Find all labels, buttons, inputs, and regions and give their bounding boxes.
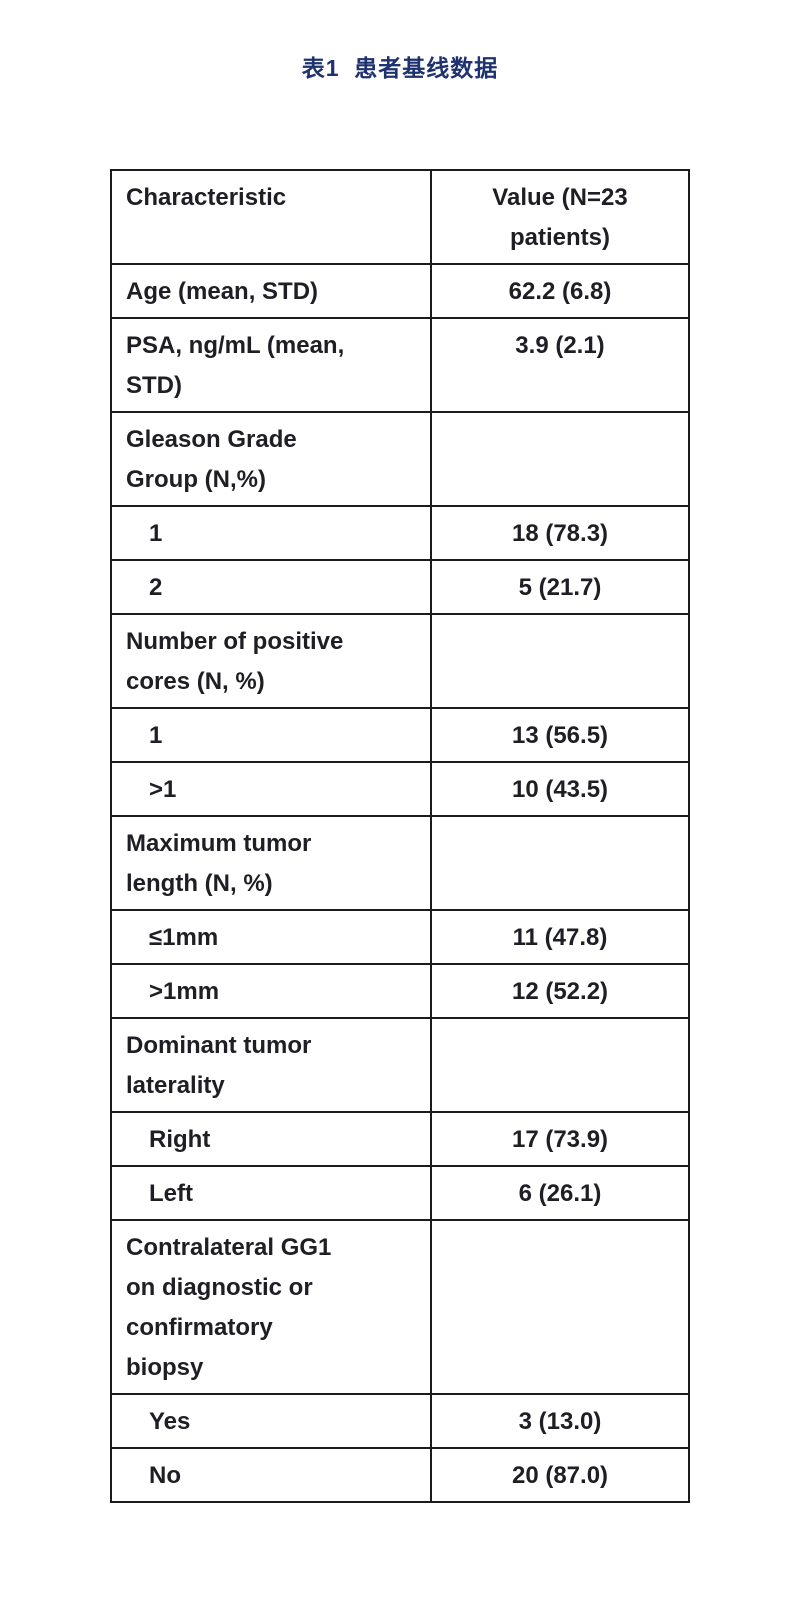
row-label: 1 <box>110 505 432 561</box>
row-label: Yes <box>110 1393 432 1449</box>
column-header-characteristic: Characteristic <box>110 169 432 265</box>
header-row: Characteristic Value (N=23 patients) <box>110 169 690 265</box>
row-value: 18 (78.3) <box>430 505 690 561</box>
table-row: Yes 3 (13.0) <box>110 1393 690 1449</box>
row-label: No <box>110 1447 432 1503</box>
baseline-characteristics-table: Characteristic Value (N=23 patients) Age… <box>110 169 690 1503</box>
row-value <box>430 1017 690 1113</box>
row-label: PSA, ng/mL (mean, STD) <box>110 317 432 413</box>
row-value: 3 (13.0) <box>430 1393 690 1449</box>
table-row: Right 17 (73.9) <box>110 1111 690 1167</box>
row-value: 11 (47.8) <box>430 909 690 965</box>
table-row: No 20 (87.0) <box>110 1447 690 1503</box>
table-row: Maximum tumor length (N, %) <box>110 815 690 911</box>
row-label: 1 <box>110 707 432 763</box>
row-value <box>430 613 690 709</box>
table-row: Contralateral GG1 on diagnostic or confi… <box>110 1219 690 1395</box>
row-value: 10 (43.5) <box>430 761 690 817</box>
table-body: Age (mean, STD) 62.2 (6.8) PSA, ng/mL (mea… <box>110 263 690 1503</box>
row-value: 62.2 (6.8) <box>430 263 690 319</box>
table-row: Dominant tumor laterality <box>110 1017 690 1113</box>
table-title: 表1 患者基线数据 <box>301 55 499 81</box>
row-label: ≤1mm <box>110 909 432 965</box>
table-row: Age (mean, STD) 62.2 (6.8) <box>110 263 690 319</box>
row-label: Number of positive cores (N, %) <box>110 613 432 709</box>
table-row: >1 10 (43.5) <box>110 761 690 817</box>
row-label: Left <box>110 1165 432 1221</box>
row-label: Right <box>110 1111 432 1167</box>
table-row: Gleason Grade Group (N,%) <box>110 411 690 507</box>
row-label: >1mm <box>110 963 432 1019</box>
table-row: Left 6 (26.1) <box>110 1165 690 1221</box>
table-row: PSA, ng/mL (mean, STD) 3.9 (2.1) <box>110 317 690 413</box>
row-label: Dominant tumor laterality <box>110 1017 432 1113</box>
row-value <box>430 815 690 911</box>
table-row: >1mm 12 (52.2) <box>110 963 690 1019</box>
row-label: Gleason Grade Group (N,%) <box>110 411 432 507</box>
row-label: 2 <box>110 559 432 615</box>
row-value: 17 (73.9) <box>430 1111 690 1167</box>
row-label: Age (mean, STD) <box>110 263 432 319</box>
table-row: Number of positive cores (N, %) <box>110 613 690 709</box>
row-value <box>430 411 690 507</box>
row-label: Maximum tumor length (N, %) <box>110 815 432 911</box>
row-value: 13 (56.5) <box>430 707 690 763</box>
table-row: 1 18 (78.3) <box>110 505 690 561</box>
row-value <box>430 1219 690 1395</box>
row-value: 20 (87.0) <box>430 1447 690 1503</box>
row-value: 12 (52.2) <box>430 963 690 1019</box>
row-label: Contralateral GG1 on diagnostic or confi… <box>110 1219 432 1395</box>
column-header-value: Value (N=23 patients) <box>430 169 690 265</box>
table-row: ≤1mm 11 (47.8) <box>110 909 690 965</box>
row-value: 6 (26.1) <box>430 1165 690 1221</box>
table-row: 1 13 (56.5) <box>110 707 690 763</box>
row-value: 3.9 (2.1) <box>430 317 690 413</box>
row-label: >1 <box>110 761 432 817</box>
row-value: 5 (21.7) <box>430 559 690 615</box>
